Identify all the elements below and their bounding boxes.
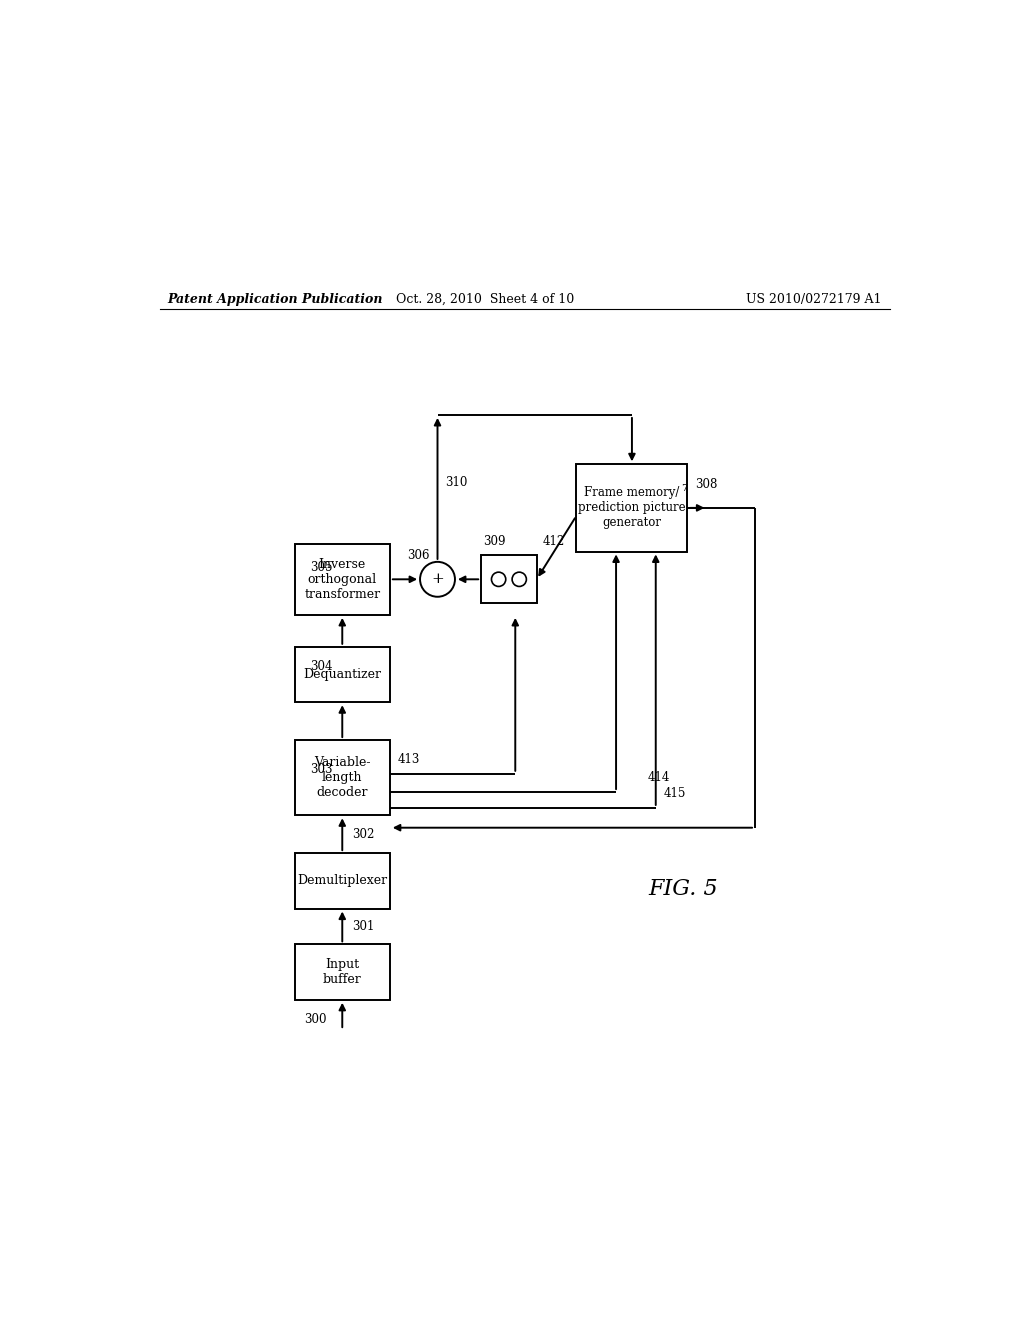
- Text: Variable-
length
decoder: Variable- length decoder: [314, 756, 371, 799]
- Text: 414: 414: [648, 771, 670, 784]
- Text: Frame memory/
prediction picture
generator: Frame memory/ prediction picture generat…: [579, 486, 686, 529]
- Text: 305: 305: [310, 561, 333, 574]
- Bar: [295, 647, 390, 702]
- Text: Input
buffer: Input buffer: [323, 958, 361, 986]
- Text: 302: 302: [352, 828, 374, 841]
- Text: +: +: [431, 573, 443, 586]
- Bar: [295, 741, 390, 816]
- Text: 413: 413: [397, 752, 420, 766]
- Text: 412: 412: [543, 535, 565, 548]
- Text: Oct. 28, 2010  Sheet 4 of 10: Oct. 28, 2010 Sheet 4 of 10: [396, 293, 574, 306]
- Text: 304: 304: [310, 660, 333, 673]
- Text: Inverse
orthogonal
transformer: Inverse orthogonal transformer: [304, 558, 380, 601]
- Text: 301: 301: [352, 920, 374, 933]
- Text: US 2010/0272179 A1: US 2010/0272179 A1: [746, 293, 882, 306]
- Text: 310: 310: [445, 477, 468, 488]
- Text: FIG. 5: FIG. 5: [649, 878, 718, 900]
- Text: 306: 306: [408, 549, 430, 562]
- Bar: [295, 853, 390, 908]
- Text: 300: 300: [304, 1014, 327, 1026]
- Text: Dequantizer: Dequantizer: [303, 668, 381, 681]
- Text: Patent Application Publication: Patent Application Publication: [168, 293, 383, 306]
- Text: 309: 309: [482, 535, 505, 548]
- Text: 415: 415: [664, 787, 686, 800]
- Text: 308: 308: [695, 478, 718, 491]
- Text: Demultiplexer: Demultiplexer: [297, 874, 387, 887]
- Text: 303: 303: [310, 763, 333, 776]
- Bar: [481, 556, 537, 603]
- Bar: [295, 944, 390, 1001]
- Bar: [577, 465, 687, 552]
- Text: 7: 7: [681, 483, 687, 492]
- Bar: [295, 544, 390, 615]
